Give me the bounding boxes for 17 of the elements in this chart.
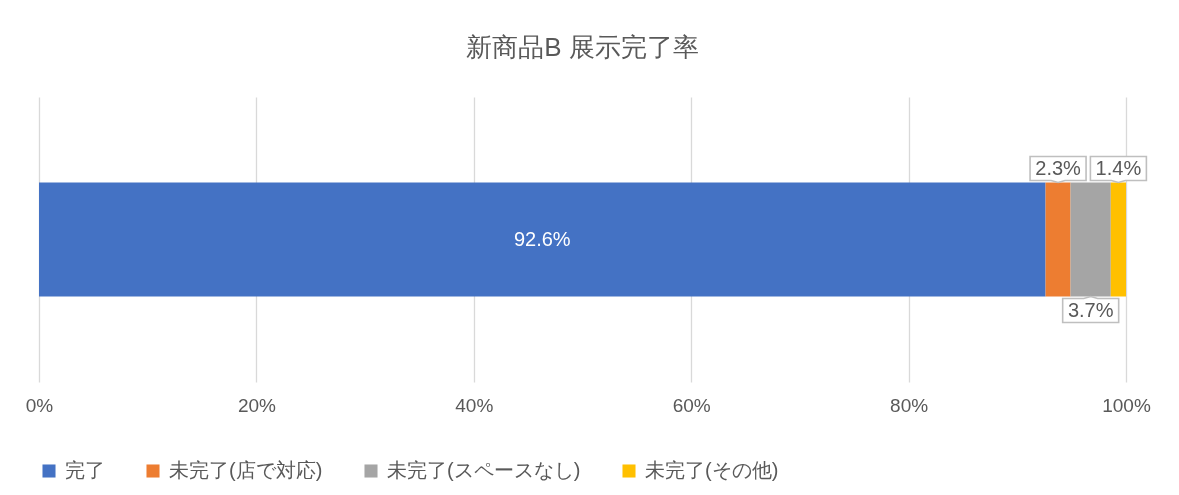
data-label: 2.3%	[1035, 156, 1082, 179]
bar	[1110, 182, 1126, 297]
x-tick-label: 80%	[890, 394, 929, 416]
legend-label: 未完了(スペースなし)	[387, 459, 581, 481]
data-label: 92.6%	[513, 227, 571, 250]
legend-label: 未完了(その他)	[645, 459, 779, 481]
x-tick-label: 0%	[25, 394, 54, 416]
legend-label: 未完了(店で対応)	[169, 459, 323, 481]
chart-title: 新商品B 展示完了率	[466, 32, 699, 62]
x-tick-label: 60%	[672, 394, 711, 416]
data-label: 3.7%	[1067, 298, 1114, 321]
data-label: 1.4%	[1095, 156, 1142, 179]
bar	[39, 182, 1046, 297]
x-tick-label: 20%	[237, 394, 277, 416]
x-tick-label: 40%	[455, 394, 494, 416]
x-tick-label: 100%	[1102, 394, 1151, 416]
legend-label: 完了	[65, 459, 105, 481]
